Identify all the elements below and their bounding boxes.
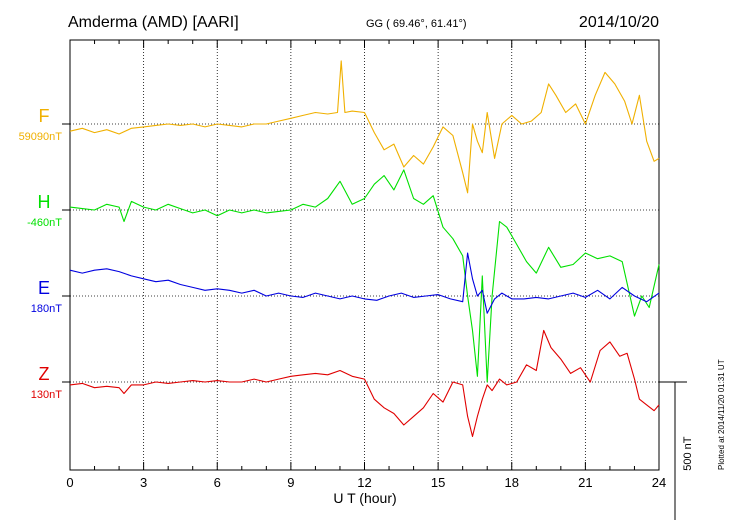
component-label-z: Z — [39, 364, 50, 384]
station-title: Amderma (AMD) [AARI] — [68, 14, 239, 31]
scale-bar: 500 nT — [659, 381, 694, 520]
baseline-grid — [62, 123, 659, 383]
plot-frame — [69, 39, 660, 471]
scale-bar-label: 500 nT — [682, 436, 694, 471]
x-axis-ticks — [69, 40, 660, 470]
x-axis-tick-labels: 0 3 6 9 12 15 18 21 24 — [66, 475, 666, 490]
component-label-e: E — [38, 278, 50, 298]
series-line-e — [69, 252, 660, 314]
baseline-value-h: -460nT — [27, 217, 62, 229]
x-tick-label: 18 — [505, 475, 519, 490]
series-lines — [69, 60, 660, 438]
component-label-h: H — [38, 192, 51, 212]
x-tick-label: 9 — [287, 475, 294, 490]
baseline-value-z: 130nT — [31, 389, 62, 401]
baseline-value-f: 59090nT — [19, 131, 63, 143]
component-label-f: F — [39, 106, 50, 126]
component-labels: F 59090nT H -460nT E 180nT Z 130nT — [19, 106, 63, 401]
station-coordinates: GG ( 69.46°, 61.41°) — [366, 18, 467, 30]
x-tick-label: 21 — [578, 475, 592, 490]
series-line-h — [69, 169, 660, 383]
x-tick-label: 3 — [140, 475, 147, 490]
x-tick-label: 24 — [652, 475, 666, 490]
baseline-value-e: 180nT — [31, 303, 62, 315]
date-label: 2014/10/20 — [579, 14, 659, 31]
x-tick-label: 12 — [357, 475, 371, 490]
x-tick-label: 6 — [214, 475, 221, 490]
plotted-timestamp: Plotted at 2014/11/20 01:31 UT — [717, 359, 726, 470]
series-line-f — [69, 60, 660, 194]
x-tick-label: 0 — [66, 475, 73, 490]
x-tick-label: 15 — [431, 475, 445, 490]
series-line-z — [69, 329, 660, 438]
vertical-grid — [143, 40, 586, 470]
x-axis-label: U T (hour) — [333, 490, 396, 506]
